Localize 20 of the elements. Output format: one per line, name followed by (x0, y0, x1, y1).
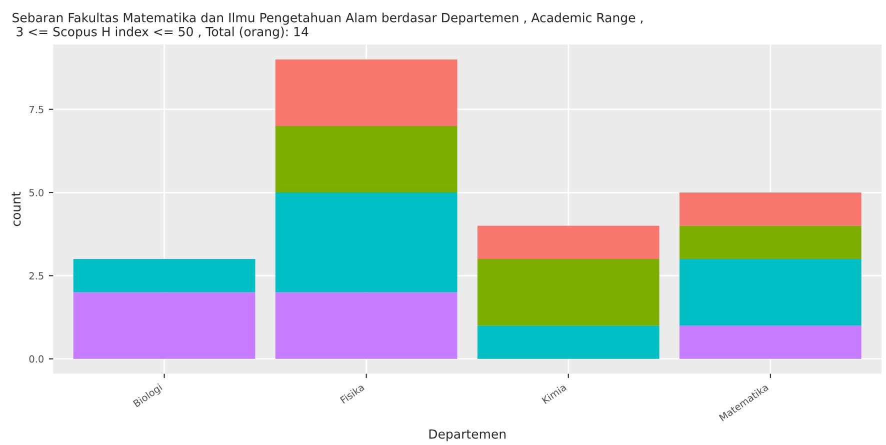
bar (680, 259, 862, 326)
bar (477, 326, 660, 359)
bar (275, 59, 458, 126)
y-tick-label: 7.5 (29, 106, 44, 114)
chart-title: Sebaran Fakultas Matematika dan Ilmu Pengetahuan Alam berdasar Departemen , Academic Range , 3 <= Scopus H index <= 50 , Total (orang): 14 (12, 12, 642, 39)
x-axis-title: Departemen (429, 429, 506, 442)
bar (275, 292, 458, 359)
y-axis-title: count (12, 192, 21, 226)
y-tick-label: 0.0 (29, 355, 44, 363)
bar (680, 326, 862, 359)
y-tick-label: 5.0 (29, 188, 44, 196)
bar (73, 292, 256, 359)
bar (275, 126, 458, 193)
bar (477, 259, 660, 326)
bar (477, 226, 660, 260)
bar (680, 226, 862, 260)
bar (680, 192, 862, 226)
bar (73, 259, 256, 292)
bar (275, 192, 458, 292)
y-tick-label: 2.5 (29, 272, 44, 280)
